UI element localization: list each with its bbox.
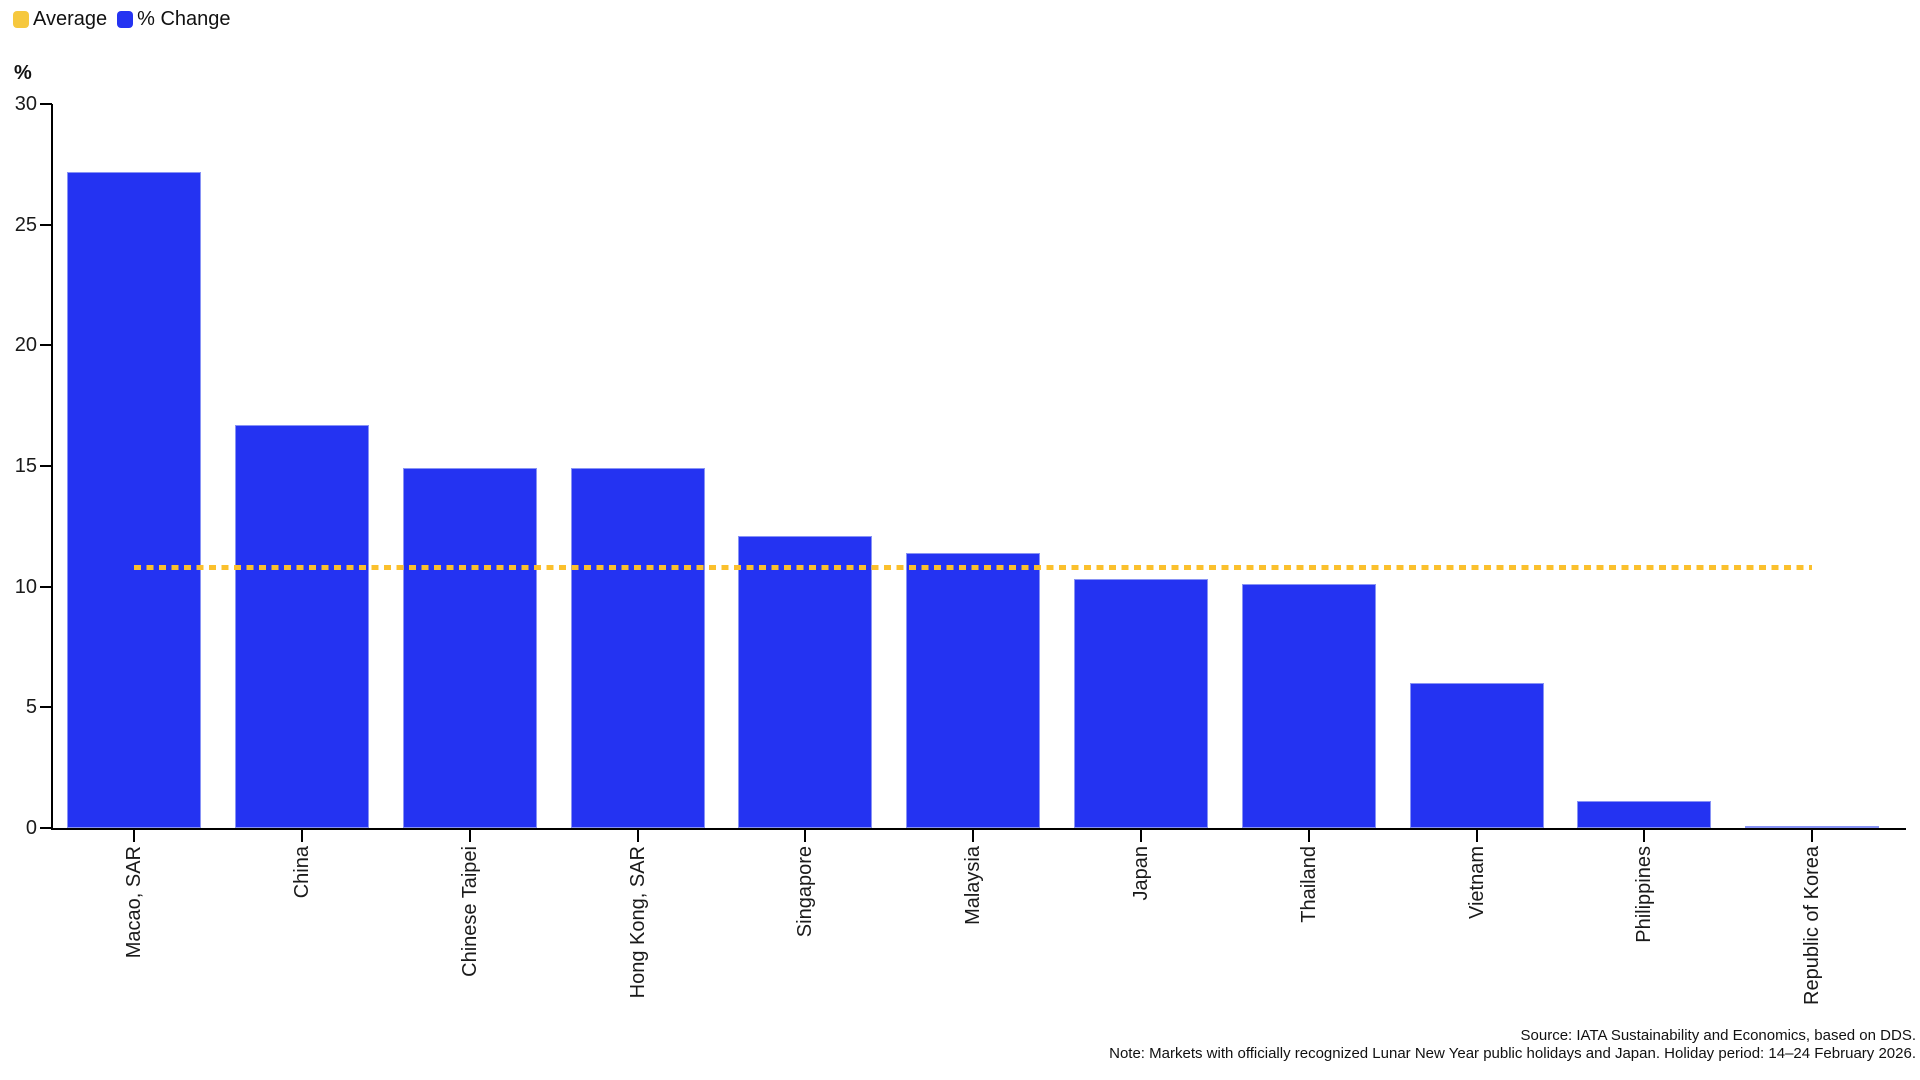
bar-chinese-taipei xyxy=(402,468,537,828)
y-tick-label-25: 25 xyxy=(14,213,37,236)
bar-japan xyxy=(1074,579,1209,828)
bar-vietnam xyxy=(1409,683,1544,828)
legend-label-pct-change: % Change xyxy=(137,8,231,30)
y-tick-label-5: 5 xyxy=(25,696,37,719)
x-tick-mark-singapore xyxy=(804,830,807,842)
x-tick-label-vietnam: Vietnam xyxy=(1465,846,1488,920)
source-text: Source: IATA Sustainability and Economic… xyxy=(1520,1027,1916,1044)
x-tick-label-philippines: Philippines xyxy=(1633,846,1656,943)
x-tick-label-republic-of-korea: Republic of Korea xyxy=(1801,846,1824,1005)
bar-hong-kong-sar xyxy=(570,468,705,828)
y-tick-mark-5 xyxy=(40,706,52,709)
y-tick-mark-20 xyxy=(40,344,52,347)
bar-swatch-icon xyxy=(117,10,134,28)
y-tick-label-0: 0 xyxy=(25,817,37,839)
bar-philippines xyxy=(1577,801,1712,828)
y-tick-mark-15 xyxy=(40,465,52,467)
legend: Average % Change xyxy=(13,8,231,30)
legend-item-pct-change: % Change xyxy=(117,8,231,30)
x-tick-label-hong-kong-sar: Hong Kong, SAR xyxy=(626,846,649,999)
x-tick-mark-china xyxy=(301,830,304,842)
x-tick-mark-japan xyxy=(1140,830,1143,842)
footer-notes: Source: IATA Sustainability and Economic… xyxy=(1109,1027,1916,1063)
x-tick-mark-republic-of-korea xyxy=(1811,830,1814,842)
x-tick-mark-philippines xyxy=(1643,830,1646,842)
legend-label-average: Average xyxy=(33,8,108,30)
average-swatch-icon xyxy=(13,10,29,28)
bar-macao-sar xyxy=(67,171,202,828)
x-tick-label-china: China xyxy=(291,846,314,899)
y-axis-line xyxy=(51,104,53,829)
bar-malaysia xyxy=(906,552,1041,828)
x-axis-line xyxy=(51,828,1906,830)
x-tick-mark-malaysia xyxy=(972,830,975,842)
y-axis-title: % xyxy=(14,62,32,84)
x-tick-label-singapore: Singapore xyxy=(794,846,817,938)
x-tick-mark-vietnam xyxy=(1475,830,1478,842)
y-tick-mark-0 xyxy=(40,827,52,829)
x-tick-mark-chinese-taipei xyxy=(468,830,471,842)
y-tick-mark-25 xyxy=(40,223,52,226)
x-tick-label-malaysia: Malaysia xyxy=(962,846,985,925)
legend-item-average: Average xyxy=(13,8,107,30)
bar-thailand xyxy=(1241,584,1376,828)
x-tick-label-japan: Japan xyxy=(1130,846,1153,901)
x-tick-label-thailand: Thailand xyxy=(1297,846,1320,923)
y-tick-mark-10 xyxy=(40,585,52,588)
average-dotted-line xyxy=(134,564,1813,570)
bar-china xyxy=(235,424,370,828)
y-tick-label-10: 10 xyxy=(14,575,37,598)
x-tick-mark-macao-sar xyxy=(133,830,136,842)
bar-republic-of-korea xyxy=(1745,825,1880,828)
x-tick-mark-thailand xyxy=(1307,830,1310,842)
x-tick-label-chinese-taipei: Chinese Taipei xyxy=(458,846,481,977)
y-tick-mark-30 xyxy=(40,103,52,105)
x-tick-mark-hong-kong-sar xyxy=(636,830,639,842)
y-tick-label-20: 20 xyxy=(14,334,37,357)
x-tick-label-macao-sar: Macao, SAR xyxy=(123,846,146,959)
bar-singapore xyxy=(738,535,873,828)
note-text: Note: Markets with officially recognized… xyxy=(1109,1045,1916,1062)
y-tick-label-15: 15 xyxy=(14,455,37,477)
y-tick-label-30: 30 xyxy=(14,93,37,115)
